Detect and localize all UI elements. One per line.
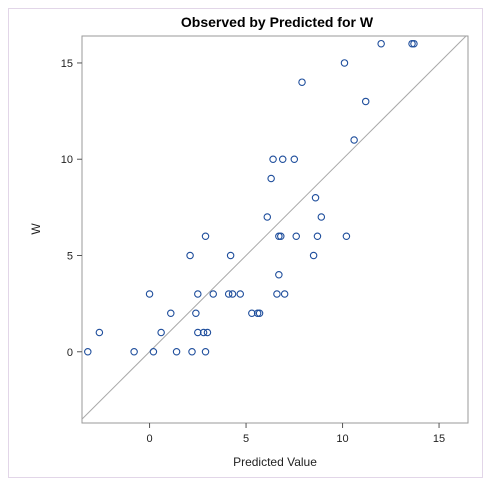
x-tick-label: 10 <box>336 433 348 445</box>
x-tick-label: 5 <box>243 433 249 445</box>
data-point <box>309 251 318 260</box>
data-point <box>292 232 300 240</box>
data-point <box>267 174 275 183</box>
data-point <box>340 59 349 67</box>
data-point <box>226 251 235 260</box>
data-point <box>263 213 272 221</box>
data-point <box>311 193 320 202</box>
y-axis: 0 5 10 15 <box>61 58 82 359</box>
data-point <box>130 348 138 356</box>
plot-area <box>81 35 469 424</box>
data-point <box>278 155 287 163</box>
y-tick-label: 10 <box>61 154 73 166</box>
data-point <box>273 290 281 298</box>
data-point <box>157 328 165 337</box>
y-tick-label: 15 <box>61 58 73 70</box>
data-point <box>149 348 158 356</box>
x-axis-label: Predicted Value <box>233 455 317 469</box>
data-point <box>248 309 256 318</box>
data-point <box>350 136 358 144</box>
data-point <box>410 39 418 48</box>
data-point <box>186 251 194 260</box>
x-tick-label: 15 <box>433 433 445 445</box>
data-point <box>95 328 104 337</box>
chart-title: Observed by Predicted for W <box>181 14 374 30</box>
data-point <box>290 155 299 163</box>
y-axis-label: W <box>29 223 43 235</box>
data-point <box>342 232 351 240</box>
data-point <box>209 290 217 298</box>
data-point <box>228 290 237 298</box>
data-point <box>194 290 202 298</box>
diagonal-reference-line <box>81 35 467 420</box>
data-point <box>145 290 154 298</box>
data-point <box>317 213 326 221</box>
data-point <box>194 328 202 337</box>
y-tick-label: 0 <box>67 347 73 359</box>
data-points <box>84 39 418 356</box>
data-point <box>313 232 322 240</box>
data-point <box>361 97 370 106</box>
data-point <box>167 309 175 318</box>
data-point <box>377 39 385 48</box>
data-point <box>201 232 210 240</box>
data-point <box>188 348 196 356</box>
y-tick-label: 5 <box>67 250 73 262</box>
data-point <box>269 155 277 163</box>
x-axis: 0 5 10 15 <box>146 423 445 445</box>
data-point <box>192 309 200 318</box>
data-point <box>277 232 285 240</box>
data-point <box>203 328 212 337</box>
data-point <box>280 290 289 298</box>
data-point <box>199 328 208 337</box>
data-point <box>298 78 306 86</box>
data-point <box>201 348 210 356</box>
data-point <box>236 290 245 298</box>
data-point <box>224 290 233 298</box>
data-point <box>84 348 92 356</box>
data-point <box>172 348 181 356</box>
x-tick-label: 0 <box>146 433 152 445</box>
data-point <box>275 270 283 279</box>
data-point <box>255 309 264 318</box>
